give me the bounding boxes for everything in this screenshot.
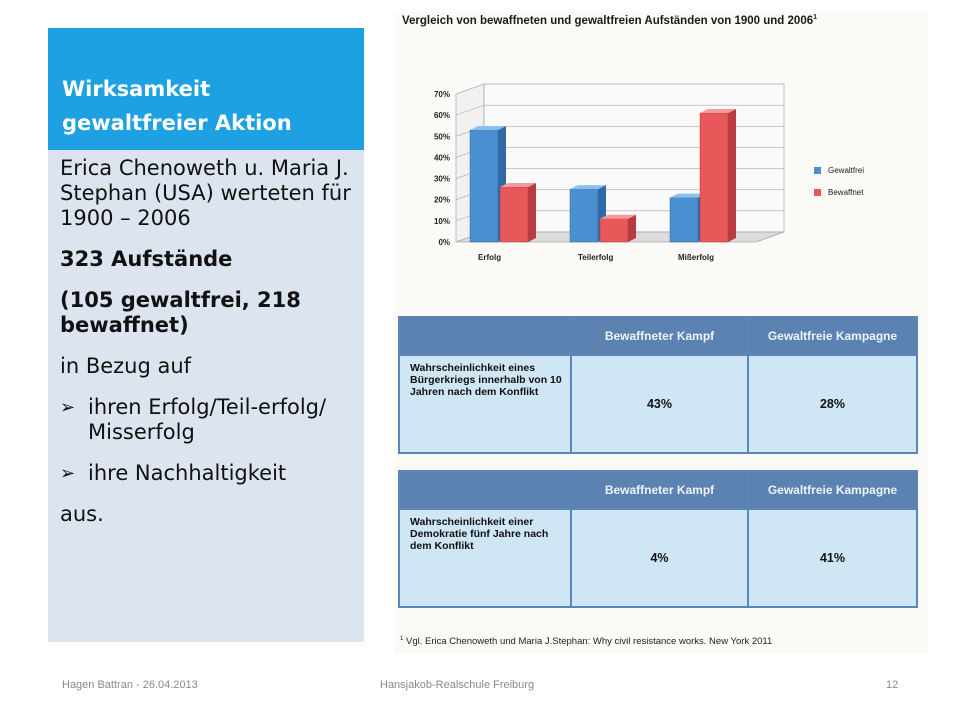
page-number: 12 <box>886 679 899 691</box>
y-tick-label: 40% <box>434 153 450 162</box>
y-tick-label: 20% <box>434 196 450 205</box>
header-nonviolent: Gewaltfreie Kampagne <box>747 470 918 510</box>
slide-body: Erica Chenoweth u. Maria J. Stephan (USA… <box>60 156 358 543</box>
header-nonviolent: Gewaltfreie Kampagne <box>747 316 918 356</box>
bullet-text: ihren Erfolg/Teil-erfolg/ Misserfolg <box>88 395 327 444</box>
bullet-item: ➢ ihren Erfolg/Teil-erfolg/ Misserfolg <box>60 395 358 445</box>
uprisings-breakdown: (105 gewaltfrei, 218 bewaffnet) <box>60 288 301 337</box>
slide-title: Wirksamkeit gewaltfreier Aktion <box>62 77 292 135</box>
bullet-item: ➢ ihre Nachhaltigkeit <box>60 461 358 486</box>
legend-label: Bewaffnet <box>828 188 864 197</box>
bar <box>669 197 699 243</box>
bar-side <box>528 183 536 242</box>
bar-chart: 0% 10% 20% 30% 40% 50% 60% 70% Erfolg Teilerfolg M… <box>434 83 785 262</box>
legend-swatch <box>814 189 821 196</box>
value-armed: 43% <box>570 354 749 454</box>
bar-side <box>728 109 736 243</box>
footnote-text: Vgl. Erica Chenoweth und Maria J.Stephan… <box>405 636 773 648</box>
y-tick-label: 30% <box>434 175 450 184</box>
bar-top <box>670 193 706 198</box>
bar-top <box>700 109 736 114</box>
legend-swatch <box>814 167 821 174</box>
closing-text: aus. <box>60 502 104 526</box>
bar-top <box>500 183 536 188</box>
x-tick-label: Teilerfolg <box>578 253 614 262</box>
legend-item: Gewaltfrei <box>814 166 864 175</box>
democracy-table: Bewaffneter Kampf Gewaltfreie Kampagne W… <box>398 470 918 608</box>
header-armed: Bewaffneter Kampf <box>570 470 749 510</box>
y-tick-label: 60% <box>434 111 450 120</box>
bar <box>499 186 529 243</box>
reference-text: in Bezug auf <box>60 354 192 378</box>
figure-title-footnote-mark: 1 <box>813 14 818 21</box>
title-background <box>48 28 364 150</box>
footnote-mark: 1 <box>400 636 404 642</box>
figure-title: Vergleich von bewaffneten und gewaltfrei… <box>402 14 817 27</box>
figure-image: Vergleich von bewaffneten und gewaltfrei… <box>394 12 928 654</box>
bar-side <box>628 214 636 242</box>
bar <box>699 112 729 243</box>
value-nonviolent: 41% <box>747 508 918 608</box>
y-tick-label: 50% <box>434 132 450 141</box>
footnote: 1 Vgl. Erica Chenoweth und Maria J.Steph… <box>400 636 772 647</box>
arrow-bullet-icon: ➢ <box>60 397 76 418</box>
bar <box>599 218 629 243</box>
gridline <box>455 83 784 95</box>
authors-text: Erica Chenoweth u. Maria J. Stephan (USA… <box>60 156 351 230</box>
y-tick-label: 0% <box>438 238 450 247</box>
header-armed: Bewaffneter Kampf <box>570 316 749 356</box>
table-corner-cell <box>398 470 572 510</box>
arrow-bullet-icon: ➢ <box>60 463 76 484</box>
bar <box>469 129 499 243</box>
figure-title-text: Vergleich von bewaffneten und gewaltfrei… <box>402 14 814 27</box>
body-background <box>48 150 364 642</box>
bullet-text: ihre Nachhaltigkeit <box>88 461 287 485</box>
legend-label: Gewaltfrei <box>828 166 865 175</box>
gridline <box>455 104 784 116</box>
y-tick-label: 10% <box>434 217 450 226</box>
row-label: Wahrscheinlichkeit eines Bürgerkriegs in… <box>398 354 572 454</box>
y-tick-label: 70% <box>434 90 450 99</box>
footer-author-date: Hagen Battran - 26.04.2013 <box>62 679 198 691</box>
uprisings-count: 323 Aufstände <box>60 247 233 271</box>
value-nonviolent: 28% <box>747 354 918 454</box>
value-armed: 4% <box>570 508 749 608</box>
bar-top <box>600 214 636 219</box>
bar <box>569 188 599 243</box>
civil-war-table: Bewaffneter Kampf Gewaltfreie Kampagne W… <box>398 316 918 454</box>
chart-legend: Gewaltfrei Bewaffnet <box>814 166 864 210</box>
bar-top <box>570 185 606 190</box>
row-label: Wahrscheinlichkeit einer Demokratie fünf… <box>398 508 572 608</box>
footer-school: Hansjakob-Realschule Freiburg <box>380 679 535 691</box>
legend-item: Bewaffnet <box>814 188 864 197</box>
table-corner-cell <box>398 316 572 356</box>
bar-top <box>470 125 506 130</box>
x-tick-label: Erfolg <box>478 253 501 262</box>
x-tick-label: Mißerfolg <box>678 253 714 262</box>
